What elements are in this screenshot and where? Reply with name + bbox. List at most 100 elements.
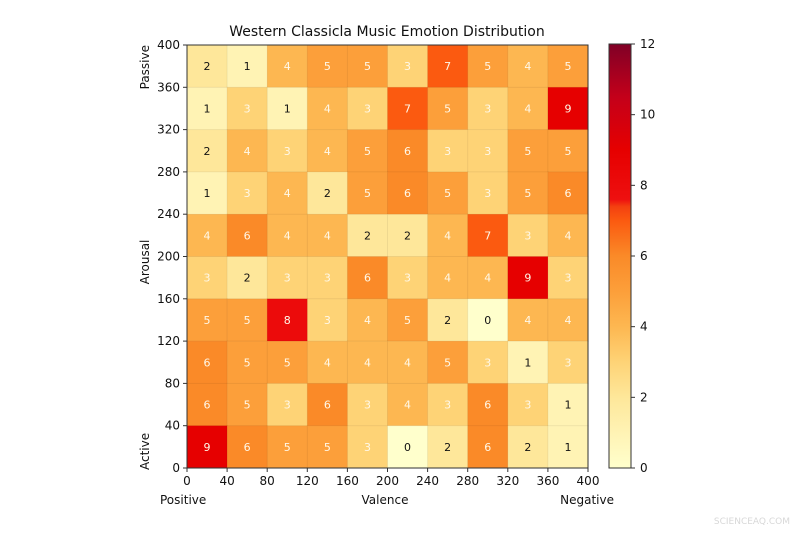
- heatmap-cell: [346, 425, 389, 469]
- heatmap-cell: [266, 340, 309, 385]
- cell-value-label: 5: [244, 314, 251, 327]
- colorbar: [608, 43, 632, 469]
- cell-value-label: 3: [284, 399, 291, 412]
- heatmap-cell: [387, 425, 429, 469]
- cell-value-label: 2: [204, 145, 211, 158]
- y-tick-label: 320: [157, 123, 180, 137]
- cell-value-label: 2: [364, 229, 371, 242]
- x-tick-label: 360: [536, 474, 559, 488]
- heatmap-cell: [186, 256, 228, 300]
- cell-value-label: 3: [244, 187, 251, 200]
- cell-value-label: 8: [284, 314, 291, 327]
- heatmap-cell: [306, 298, 349, 342]
- cell-value-label: 6: [364, 272, 371, 285]
- x-tick-label: 40: [219, 474, 234, 488]
- cell-value-label: 3: [244, 102, 251, 115]
- cell-value-label: 5: [484, 60, 491, 73]
- cell-value-label: 3: [484, 356, 491, 369]
- colorbar-tick-label: 2: [640, 390, 648, 404]
- cell-value-label: 2: [444, 441, 451, 454]
- heatmap-cell: [266, 256, 309, 300]
- cell-value-label: 6: [204, 356, 211, 369]
- cell-value-label: 3: [364, 399, 371, 412]
- heatmap-cell: [346, 256, 389, 300]
- cell-value-label: 4: [524, 314, 531, 327]
- cell-value-label: 6: [244, 441, 251, 454]
- cell-value-label: 0: [404, 441, 411, 454]
- cell-value-label: 0: [484, 314, 491, 327]
- chart-title: Western Classicla Music Emotion Distribu…: [229, 24, 544, 40]
- cell-value-label: 5: [284, 441, 291, 454]
- cell-value-label: 5: [444, 102, 451, 115]
- cell-value-label: 3: [444, 399, 451, 412]
- heatmap-cell: [306, 382, 349, 427]
- cell-value-label: 4: [564, 229, 571, 242]
- heatmap-cell: [226, 129, 269, 173]
- heatmap-cell: [306, 340, 349, 385]
- heatmap-cell: [427, 340, 469, 385]
- cell-value-label: 2: [204, 60, 211, 73]
- heatmap-cell: [507, 256, 549, 300]
- x-tick-label: 80: [260, 474, 275, 488]
- y-axis-label: Arousal: [138, 240, 152, 285]
- cell-value-label: 3: [524, 399, 531, 412]
- x-tick-label: 120: [296, 474, 319, 488]
- heatmap-cell: [507, 340, 549, 385]
- heatmap-cell: [226, 382, 269, 427]
- heatmap-cell: [226, 86, 269, 131]
- cell-value-label: 3: [284, 272, 291, 285]
- colorbar-tick-label: 4: [640, 320, 648, 334]
- y-tick-label: 80: [165, 376, 180, 390]
- heatmap-cell: [467, 298, 509, 342]
- heatmap-cell: [387, 256, 429, 300]
- y-tick-label: 360: [157, 80, 180, 94]
- y-tick-label: 400: [157, 38, 180, 52]
- heatmap-cell: [427, 213, 469, 258]
- heatmap-cell: [467, 425, 509, 469]
- y-label-active: Active: [138, 433, 152, 470]
- cell-value-label: 3: [484, 102, 491, 115]
- heatmap-cell: [547, 213, 589, 258]
- heatmap-cell: [467, 86, 509, 131]
- cell-value-label: 4: [524, 102, 531, 115]
- heatmap-cell: [467, 44, 509, 89]
- x-tick-label: 320: [496, 474, 519, 488]
- cell-value-label: 4: [204, 229, 211, 242]
- heatmap-cell: [427, 129, 469, 173]
- colorbar-ticks: 0 2 4 6 8 10 12: [631, 37, 655, 475]
- heatmap-cell: [306, 86, 349, 131]
- cell-value-label: 3: [564, 272, 571, 285]
- cell-value-label: 3: [444, 145, 451, 158]
- heatmap-cell: [387, 298, 429, 342]
- cell-value-label: 5: [204, 314, 211, 327]
- y-axis-ticks: 0 40 80 120 160 200 240 280 320 360 400: [157, 38, 187, 475]
- x-axis-label: Valence: [362, 493, 409, 507]
- cell-value-label: 5: [244, 356, 251, 369]
- colorbar-tick-label: 6: [640, 249, 648, 263]
- heatmap-cell: [467, 129, 509, 173]
- cell-value-label: 6: [244, 229, 251, 242]
- x-tick-label: 160: [336, 474, 359, 488]
- cell-value-label: 5: [564, 145, 571, 158]
- cell-value-label: 9: [204, 441, 211, 454]
- cell-value-label: 3: [204, 272, 211, 285]
- y-tick-label: 160: [157, 292, 180, 306]
- heatmap-cell: [186, 171, 228, 215]
- cell-value-label: 3: [404, 272, 411, 285]
- cell-value-label: 6: [204, 399, 211, 412]
- cell-value-label: 4: [284, 60, 291, 73]
- heatmap-cell: [387, 213, 429, 258]
- y-tick-label: 280: [157, 165, 180, 179]
- cell-value-label: 1: [564, 441, 571, 454]
- cell-value-label: 4: [484, 272, 491, 285]
- heatmap-cell: [346, 340, 389, 385]
- heatmap-cell: [186, 425, 228, 469]
- heatmap-cell: [507, 129, 549, 173]
- heatmap-cell: [467, 382, 509, 427]
- cell-value-label: 5: [324, 441, 331, 454]
- heatmap-cell: [547, 86, 589, 131]
- cell-value-label: 5: [324, 60, 331, 73]
- cell-value-label: 7: [444, 60, 451, 73]
- heatmap-cell: [226, 213, 269, 258]
- cell-value-label: 4: [284, 187, 291, 200]
